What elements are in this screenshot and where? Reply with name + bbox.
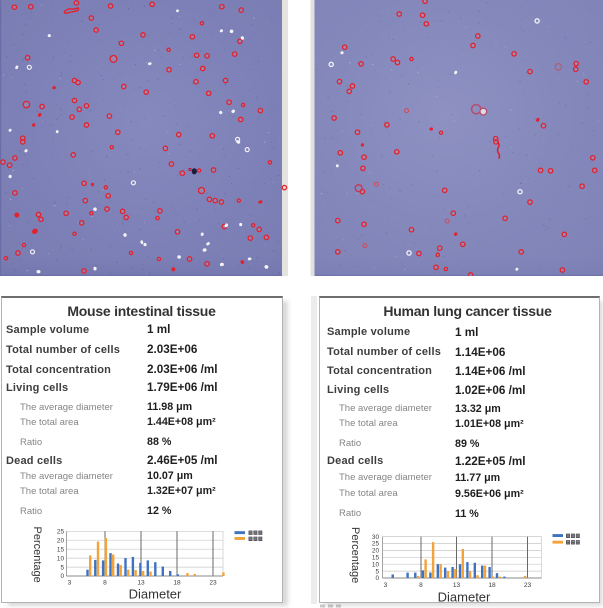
svg-text:3: 3: [384, 582, 388, 589]
svg-text:25: 25: [57, 529, 65, 536]
svg-text:10: 10: [372, 561, 380, 568]
svg-text:Percentage: Percentage: [349, 527, 361, 583]
svg-text:Diameter: Diameter: [129, 587, 182, 602]
svg-text:15: 15: [372, 555, 380, 562]
svg-text:25: 25: [372, 541, 380, 548]
svg-text:10: 10: [57, 555, 65, 562]
svg-text:0: 0: [60, 573, 64, 580]
svg-text:18: 18: [488, 582, 496, 589]
svg-text:23: 23: [209, 580, 217, 587]
svg-text:Diameter: Diameter: [438, 590, 491, 605]
svg-text:20: 20: [372, 548, 380, 555]
svg-text:3: 3: [68, 580, 72, 587]
svg-text:0: 0: [375, 575, 379, 582]
svg-text:8: 8: [419, 582, 423, 589]
svg-text:13: 13: [137, 580, 145, 587]
svg-text:20: 20: [57, 537, 65, 544]
svg-text:5: 5: [375, 568, 379, 575]
svg-text:13: 13: [453, 582, 461, 589]
svg-text:23: 23: [524, 582, 532, 589]
svg-text:15: 15: [57, 546, 65, 553]
svg-text:30: 30: [372, 534, 380, 541]
svg-text:8: 8: [103, 580, 107, 587]
svg-text:Percentage: Percentage: [31, 527, 43, 583]
svg-text:18: 18: [173, 580, 181, 587]
svg-text:5: 5: [60, 564, 64, 571]
